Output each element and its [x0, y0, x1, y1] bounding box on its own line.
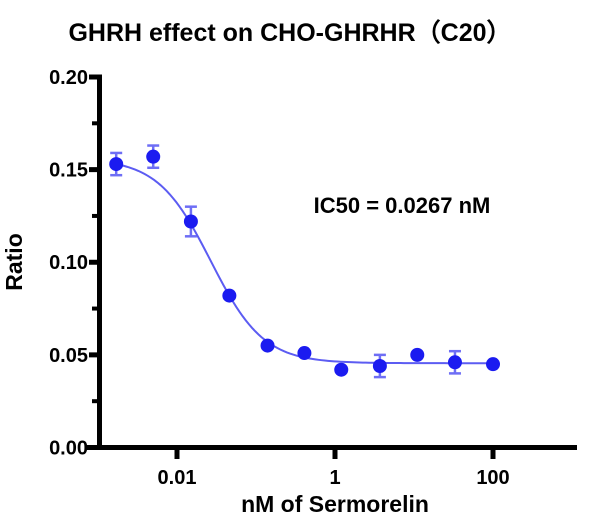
data-point: [146, 149, 161, 164]
data-point: [222, 288, 237, 303]
data-point: [334, 362, 349, 377]
data-point: [297, 346, 312, 361]
data-point: [260, 338, 275, 353]
data-point: [447, 355, 462, 370]
y-tick-label-0.00: 0.00: [49, 438, 88, 460]
x-tick-label-0.01: 0.01: [158, 467, 197, 489]
data-point: [410, 347, 425, 362]
data-point: [109, 157, 124, 172]
ic50-annotation: IC50 = 0.0267 nM: [314, 193, 491, 218]
y-tick-label-0.10: 0.10: [49, 252, 88, 274]
axes: [87, 74, 577, 459]
y-axis-title: Ratio: [1, 233, 27, 291]
data-point: [183, 214, 198, 229]
x-axis-title: nM of Sermorelin: [241, 491, 429, 517]
data-point: [486, 357, 500, 372]
data-point: [372, 358, 387, 373]
chart-title: GHRH effect on CHO-GHRHR（C20）: [68, 18, 511, 47]
x-tick-label-1: 1: [329, 467, 340, 489]
x-tick-label-100: 100: [476, 467, 509, 489]
y-tick-label-0.20: 0.20: [49, 67, 88, 89]
y-tick-label-0.15: 0.15: [49, 160, 88, 182]
y-tick-label-0.05: 0.05: [49, 345, 88, 367]
data-series: [109, 144, 500, 379]
